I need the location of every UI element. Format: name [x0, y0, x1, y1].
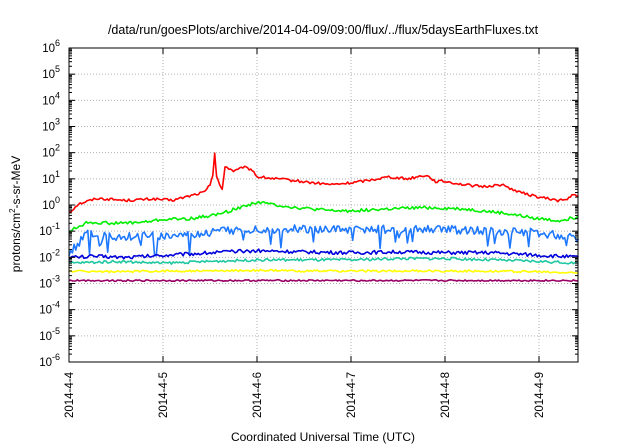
y-tick-label: 101	[42, 169, 60, 186]
y-tick-exponent: 0	[55, 195, 60, 205]
x-tick-label: 2014-4-7	[346, 372, 358, 418]
y-tick-label: 103	[42, 117, 60, 134]
x-tick-label: 2014-4-4	[64, 371, 76, 418]
y-tick-exponent: 6	[55, 38, 60, 48]
y-tick-exponent: 5	[55, 64, 60, 74]
y-tick-exponent: -4	[52, 300, 60, 310]
series-line-1	[68, 152, 579, 214]
y-tick-exponent: 1	[55, 169, 60, 179]
y-tick-exponent: 3	[55, 117, 60, 127]
y-tick-exponent: -3	[52, 274, 60, 284]
y-tick-base: 10	[42, 43, 55, 55]
y-tick-label: 100	[42, 195, 60, 212]
y-tick-exponent: 4	[55, 90, 60, 100]
series-line-7	[68, 278, 579, 283]
y-tick-base: 10	[42, 95, 55, 107]
y-tick-exponent: -1	[52, 221, 60, 231]
y-tick-label: 10-4	[39, 300, 60, 317]
x-axis-ticks: 2014-4-4 2014-4-5 2014-4-6 2014-4-7 2014-4-8…	[64, 48, 546, 418]
x-axis-label: Coordinated Universal Time (UTC)	[231, 430, 415, 444]
y-tick-base: 10	[39, 226, 52, 238]
series-group	[68, 152, 580, 283]
series-line-6	[68, 268, 579, 274]
y-tick-base: 10	[42, 174, 55, 186]
x-tick-label: 2014-4-6	[252, 372, 264, 418]
chart-title: /data/run/goesPlots/archive/2014-04-09/0…	[108, 23, 539, 37]
series-line-5	[68, 256, 579, 265]
y-tick-exponent: -6	[52, 352, 60, 362]
y-tick-label: 105	[42, 64, 60, 81]
y-tick-label: 10-5	[39, 326, 60, 343]
y-tick-exponent: -2	[52, 247, 60, 257]
y-tick-label: 104	[42, 90, 60, 107]
y-tick-label: 10-1	[39, 221, 60, 238]
y-tick-base: 10	[39, 305, 52, 317]
series-line-3	[68, 224, 580, 257]
y-tick-exponent: -5	[52, 326, 60, 336]
x-tick-label: 2014-4-9	[534, 372, 546, 418]
y-tick-base: 10	[39, 331, 52, 343]
y-tick-base: 10	[39, 357, 52, 369]
grid-lines	[69, 48, 578, 362]
series-line-2	[68, 200, 579, 233]
y-tick-label: 10-2	[39, 247, 60, 264]
y-tick-base: 10	[42, 148, 55, 160]
y-tick-base: 10	[42, 69, 55, 81]
y-tick-exponent: 2	[55, 143, 60, 153]
y-axis-label-sup: 2	[8, 208, 17, 213]
y-tick-label: 10-6	[39, 352, 60, 369]
y-tick-base: 10	[39, 279, 52, 291]
y-tick-base: 10	[42, 200, 55, 212]
y-tick-base: 10	[39, 252, 52, 264]
series-line-4	[68, 248, 579, 260]
y-axis-ticks: 10-610-510-410-310-210-11001011021031041…	[39, 38, 578, 369]
y-tick-label: 106	[42, 38, 60, 55]
y-axis-label-base: protons/cm	[9, 213, 23, 272]
y-tick-base: 10	[42, 122, 55, 134]
x-tick-label: 2014-4-8	[440, 372, 452, 418]
x-tick-label: 2014-4-5	[158, 372, 170, 418]
y-axis-label: protons/cm2-s-sr-MeV	[8, 156, 23, 272]
y-tick-label: 10-3	[39, 274, 60, 291]
y-axis-label-rest: -s-sr-MeV	[9, 156, 23, 209]
y-tick-label: 102	[42, 143, 60, 160]
